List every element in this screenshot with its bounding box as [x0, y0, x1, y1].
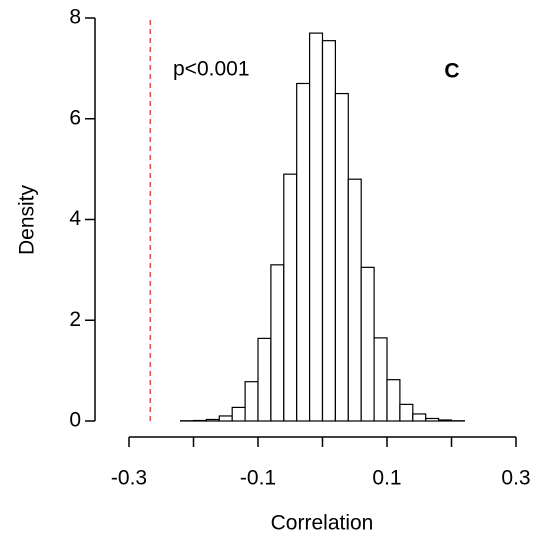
- bar: [283, 173, 298, 422]
- y-tick-label: 4: [69, 207, 81, 230]
- bar: [347, 178, 362, 422]
- bar: [438, 419, 453, 422]
- x-tick-label: -0.3: [111, 467, 147, 490]
- bar: [205, 418, 220, 422]
- x-tick-label: -0.1: [240, 467, 276, 490]
- x-tick-label: 0.3: [501, 467, 530, 490]
- bar: [334, 92, 349, 422]
- panel-label: C: [444, 60, 459, 83]
- annotation: p<0.001: [173, 58, 250, 81]
- y-tick-label: 6: [69, 106, 81, 129]
- bar: [399, 403, 414, 422]
- x-axis-label: Correlation: [271, 512, 374, 535]
- bar: [373, 337, 388, 422]
- y-axis-label: Density: [16, 184, 39, 255]
- y-tick-label: 0: [69, 409, 81, 432]
- bar: [360, 266, 375, 422]
- bar: [412, 413, 427, 422]
- bar: [218, 415, 233, 422]
- bar: [257, 337, 272, 422]
- bar: [270, 264, 285, 422]
- bar: [192, 419, 207, 422]
- y-tick-label: 2: [69, 308, 81, 331]
- bar: [425, 417, 440, 422]
- bar: [231, 406, 246, 422]
- bar: [296, 82, 311, 422]
- bar: [244, 381, 259, 422]
- bar: [309, 32, 324, 422]
- bar: [386, 379, 401, 422]
- x-tick-label: 0.1: [372, 467, 401, 490]
- bar: [321, 40, 336, 422]
- y-tick-label: 8: [69, 6, 81, 29]
